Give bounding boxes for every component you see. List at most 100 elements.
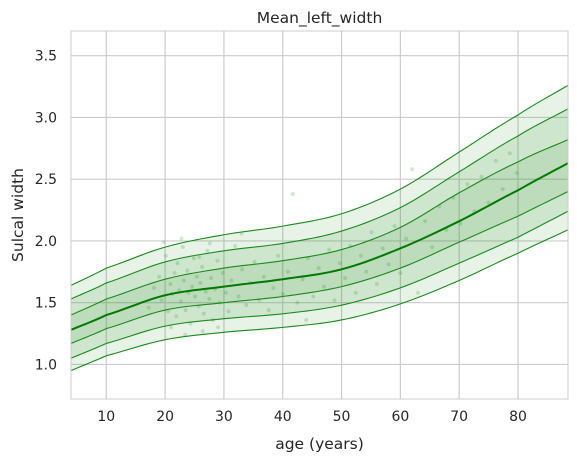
scatter-point <box>146 305 151 310</box>
scatter-point <box>183 308 188 313</box>
grid <box>71 31 568 399</box>
scatter-point <box>486 200 491 205</box>
x-tick-label: 60 <box>391 409 409 425</box>
scatter-point <box>240 267 245 272</box>
scatter-point <box>276 253 281 258</box>
scatter-point <box>215 258 220 263</box>
scatter-point <box>157 274 162 279</box>
scatter-point <box>398 271 403 276</box>
scatter-point <box>216 325 221 330</box>
x-tick-label: 50 <box>333 409 351 425</box>
scatter-point <box>280 292 285 297</box>
scatter-point <box>244 303 249 308</box>
x-tick-labels: 10 20 30 40 50 60 70 80 <box>97 409 527 425</box>
scatter-point <box>261 274 266 279</box>
scatter-point <box>374 282 379 287</box>
scatter-point <box>200 329 205 334</box>
scatter-point <box>161 240 166 245</box>
x-tick-label: 30 <box>215 409 233 425</box>
x-tick-label: 10 <box>97 409 115 425</box>
scatter-point <box>183 332 188 337</box>
scatter-point <box>430 245 435 250</box>
scatter-point <box>290 192 295 197</box>
plot-frame <box>70 30 569 400</box>
scatter-point <box>159 298 164 303</box>
scatter-point <box>200 264 205 269</box>
scatter-point <box>151 285 156 290</box>
scatter-point <box>369 230 374 235</box>
scatter-point <box>229 278 234 283</box>
scatter-point <box>465 182 470 187</box>
percentile-line <box>70 139 569 316</box>
scatter-point <box>271 285 276 290</box>
percentile-bands <box>71 85 568 371</box>
scatter-point <box>304 317 309 322</box>
scatter-point <box>207 296 212 301</box>
scatter-point <box>386 262 391 267</box>
scatter-point <box>185 268 190 273</box>
median-line <box>70 162 569 331</box>
percentile-band <box>71 108 568 359</box>
scatter-point <box>423 219 428 224</box>
scatter-point <box>197 254 202 259</box>
y-tick-label: 2.5 <box>35 172 57 188</box>
y-tick-label: 1.5 <box>35 296 57 312</box>
scatter-point <box>380 246 385 251</box>
percentile-line <box>70 84 569 286</box>
scatter-point <box>208 275 213 280</box>
scatter-point <box>321 284 326 289</box>
scatter-point <box>178 299 183 304</box>
scatter-point <box>201 311 206 316</box>
scatter-point <box>236 294 241 299</box>
scatter-point <box>226 309 231 314</box>
chart-title: Mean_left_width <box>257 9 383 28</box>
scatter-point <box>358 253 363 258</box>
scatter-point <box>514 171 519 176</box>
scatter-point <box>175 261 180 266</box>
scatter-point <box>392 224 397 229</box>
scatter-point <box>179 236 184 241</box>
scatter-point <box>410 167 415 172</box>
scatter-point <box>233 243 238 248</box>
x-tick-label: 20 <box>156 409 174 425</box>
scatter-point <box>300 277 305 282</box>
scatter-point <box>168 282 173 287</box>
percentile-line <box>70 210 569 359</box>
y-tick-label: 3.0 <box>35 110 57 126</box>
scatter-point <box>316 266 321 271</box>
scatter-point <box>507 151 512 156</box>
scatter-point <box>295 300 300 305</box>
scatter-point <box>332 298 337 303</box>
x-axis-label: age (years) <box>275 435 364 453</box>
scatter-point <box>479 174 484 179</box>
scatter-point <box>493 158 498 163</box>
scatter-point <box>364 269 369 274</box>
scatter-point <box>203 289 208 294</box>
scatter-point <box>168 325 173 330</box>
scatter-point <box>252 259 257 264</box>
scatter-point <box>181 278 186 283</box>
scatter-point <box>191 256 196 261</box>
percentile-band <box>71 139 568 344</box>
scatter-point <box>458 221 463 226</box>
scatter-point <box>223 290 228 295</box>
percentile-lines <box>70 84 569 372</box>
percentile-line <box>70 108 569 300</box>
scatter-point <box>416 290 421 295</box>
y-tick-label: 2.0 <box>35 234 57 250</box>
plot-background <box>71 31 568 399</box>
scatter-point <box>343 275 348 280</box>
x-tick-label: 80 <box>509 409 527 425</box>
x-tick-label: 40 <box>274 409 292 425</box>
scatter-point <box>353 290 358 295</box>
scatter-point <box>163 253 168 258</box>
y-tick-labels: 1.0 1.5 2.0 2.5 3.0 3.5 <box>35 49 57 374</box>
scatter-point <box>194 274 199 279</box>
percentile-line <box>70 191 569 344</box>
y-tick-label: 1.0 <box>35 357 57 373</box>
x-tick-label: 70 <box>450 409 468 425</box>
scatter-point <box>205 248 210 253</box>
percentile-band <box>71 85 568 371</box>
y-axis-label: Sulcal width <box>9 168 27 262</box>
